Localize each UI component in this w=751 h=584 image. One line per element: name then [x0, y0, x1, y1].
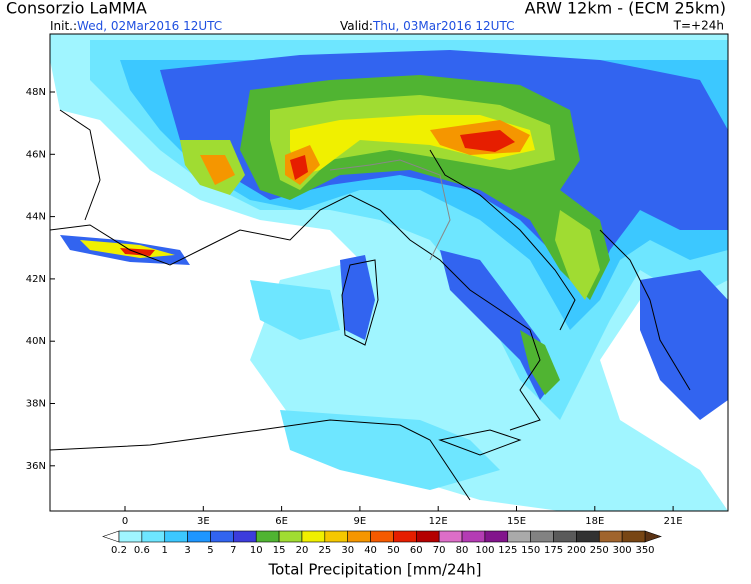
colorbar-label: 0.2 — [111, 545, 127, 556]
colorbar-title: Total Precipitation [mm/24h] — [268, 561, 482, 579]
lat-label: 48N — [26, 87, 46, 98]
colorbar-label: 70 — [433, 545, 446, 556]
colorbar-label: 15 — [273, 545, 286, 556]
colorbar-box — [301, 530, 326, 543]
lat-label: 40N — [26, 336, 46, 347]
colorbar-label: 10 — [250, 545, 263, 556]
lat-label: 38N — [26, 399, 46, 410]
lon-label: 6E — [275, 516, 288, 527]
colorbar-label: 100 — [475, 545, 494, 556]
colorbar-box — [187, 530, 211, 543]
colorbar-box — [210, 530, 234, 543]
map-frame — [49, 33, 729, 512]
colorbar-label: 60 — [410, 545, 423, 556]
colorbar-label: 1 — [162, 545, 168, 556]
colorbar-box — [484, 530, 509, 543]
lat-label: 36N — [26, 461, 46, 472]
lon-label: 15E — [507, 516, 526, 527]
lon-label: 21E — [664, 516, 683, 527]
colorbar-box — [416, 530, 440, 543]
colorbar-box — [164, 530, 188, 543]
colorbar-label: 350 — [635, 545, 654, 556]
colorbar-box — [507, 530, 531, 543]
colorbar-box — [278, 530, 303, 543]
init-label: Init.: — [50, 19, 77, 33]
colorbar-label: 5 — [207, 545, 213, 556]
valid-label: Valid: — [340, 19, 373, 33]
colorbar-label: 0.6 — [134, 545, 150, 556]
colorbar-box — [553, 530, 577, 543]
colorbar-label: 250 — [590, 545, 609, 556]
colorbar-box — [233, 530, 257, 543]
colorbar-label: 30 — [341, 545, 354, 556]
colorbar-below — [102, 530, 120, 543]
colorbar-box — [621, 530, 646, 543]
valid-time: Valid:Thu, 03Mar2016 12UTC — [340, 19, 514, 33]
init-time: Init.:Wed, 02Mar2016 12UTC — [50, 19, 222, 33]
colorbar-box — [598, 530, 623, 543]
colorbar-label: 80 — [456, 545, 469, 556]
model-info: ARW 12km - (ECM 25km) — [525, 0, 726, 18]
colorbar-label: 175 — [544, 545, 563, 556]
colorbar-box — [141, 530, 166, 543]
colorbar-above — [644, 530, 662, 543]
lon-label: 9E — [354, 516, 367, 527]
lon-label: 12E — [429, 516, 448, 527]
title: Consorzio LaMMA — [6, 0, 147, 18]
lon-label: 18E — [585, 516, 604, 527]
colorbar-label: 150 — [521, 545, 540, 556]
precip-field — [50, 34, 728, 511]
valid-date: Thu, 03Mar2016 12UTC — [372, 19, 515, 33]
colorbar-label: 200 — [567, 545, 586, 556]
colorbar-box — [461, 530, 486, 543]
colorbar-box — [255, 530, 280, 543]
colorbar-box — [370, 530, 394, 543]
lat-label: 44N — [26, 212, 46, 223]
lead-time: T=+24h — [673, 19, 724, 33]
colorbar-box — [347, 530, 371, 543]
colorbar-label: 7 — [230, 545, 236, 556]
lat-label: 46N — [26, 149, 46, 160]
colorbar-label: 50 — [387, 545, 400, 556]
lat-label: 42N — [26, 274, 46, 285]
colorbar-box — [324, 530, 348, 543]
colorbar-label: 20 — [296, 545, 309, 556]
colorbar-label: 125 — [498, 545, 517, 556]
colorbar-label: 40 — [364, 545, 377, 556]
colorbar-box — [576, 530, 600, 543]
colorbar-label: 3 — [184, 545, 190, 556]
init-date: Wed, 02Mar2016 12UTC — [77, 19, 222, 33]
colorbar-box — [393, 530, 417, 543]
colorbar-label: 300 — [613, 545, 632, 556]
colorbar-box — [438, 530, 463, 543]
colorbar-box — [530, 530, 554, 543]
colorbar-label: 25 — [318, 545, 331, 556]
lon-label: 3E — [197, 516, 210, 527]
lon-label: 0 — [122, 516, 128, 527]
colorbar-box — [118, 530, 143, 543]
